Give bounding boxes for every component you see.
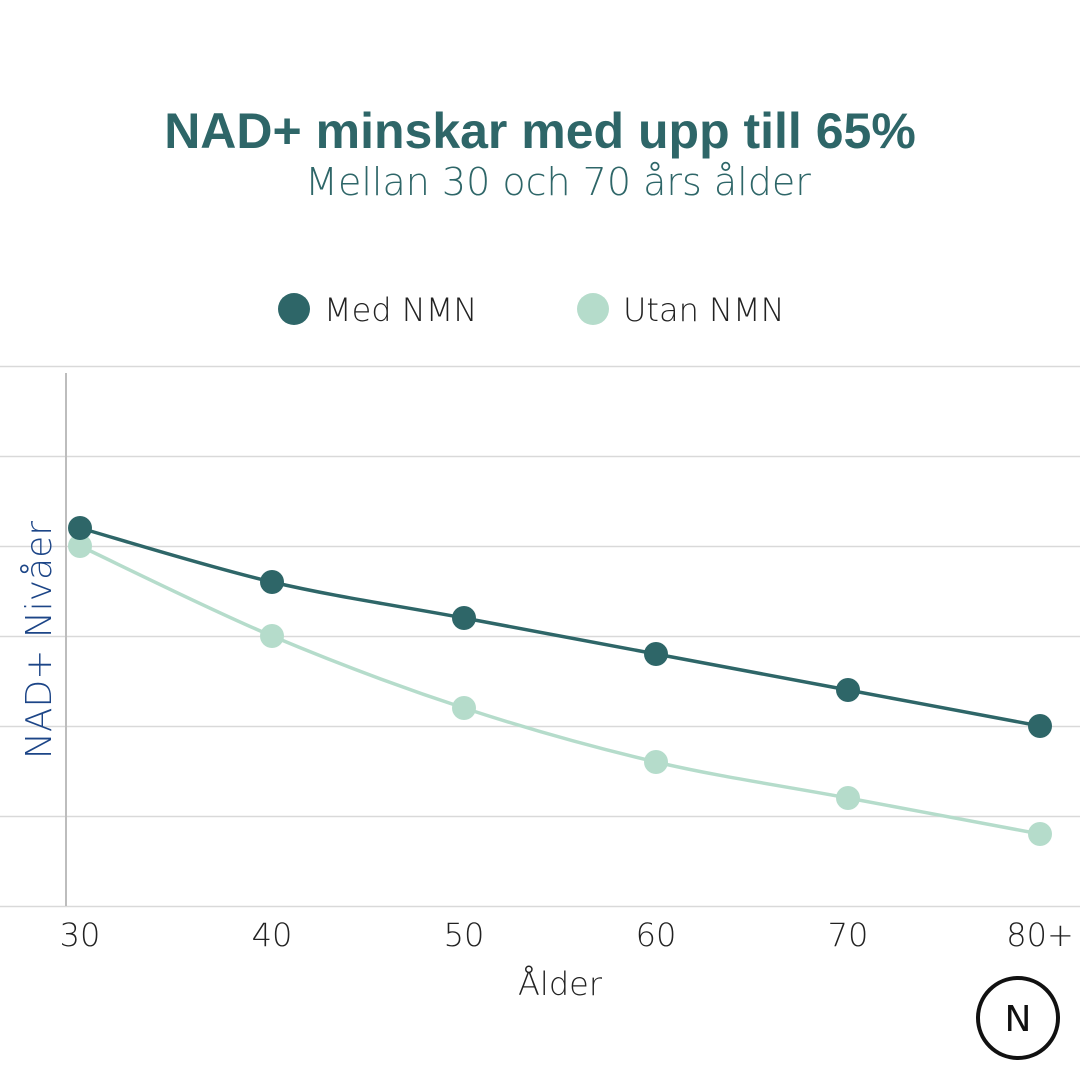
data-point-med-nmn — [452, 606, 476, 630]
x-tick-label: 60 — [636, 916, 677, 954]
data-point-utan-nmn — [68, 534, 92, 558]
x-tick-label: 50 — [444, 916, 485, 954]
n-circle-logo-icon — [976, 976, 1060, 1060]
series-group — [68, 516, 1052, 846]
logo-letter: N — [1005, 999, 1032, 1040]
data-point-utan-nmn — [836, 786, 860, 810]
logo: N — [976, 976, 1060, 1060]
y-axis-label: NAD+ Nivåer — [19, 521, 60, 759]
data-point-utan-nmn — [1028, 822, 1052, 846]
legend-marker-utan-nmn — [577, 293, 609, 325]
chart-title: NAD+ minskar med upp till 65% — [164, 103, 916, 159]
x-tick-labels: 30 40 50 60 70 80+ — [60, 916, 1074, 954]
data-point-med-nmn — [1028, 714, 1052, 738]
data-point-utan-nmn — [452, 696, 476, 720]
x-tick-label: 80+ — [1006, 916, 1074, 954]
x-axis-label: Ålder — [518, 965, 603, 1003]
data-point-med-nmn — [644, 642, 668, 666]
legend-label-med-nmn: Med NMN — [324, 291, 477, 329]
data-point-utan-nmn — [260, 624, 284, 648]
chart-subtitle: Mellan 30 och 70 års ålder — [305, 160, 811, 204]
gridlines — [0, 365, 1080, 908]
data-point-utan-nmn — [644, 750, 668, 774]
series-line-utan-nmn — [79, 544, 1041, 836]
legend-label-utan-nmn: Utan NMN — [623, 291, 785, 329]
legend: Med NMN Utan NMN — [278, 291, 785, 329]
data-point-med-nmn — [836, 678, 860, 702]
x-tick-label: 30 — [60, 916, 101, 954]
x-tick-label: 70 — [828, 916, 869, 954]
data-point-med-nmn — [68, 516, 92, 540]
x-tick-label: 40 — [252, 916, 293, 954]
legend-marker-med-nmn — [278, 293, 310, 325]
data-point-med-nmn — [260, 570, 284, 594]
series-line-med-nmn — [79, 526, 1041, 728]
